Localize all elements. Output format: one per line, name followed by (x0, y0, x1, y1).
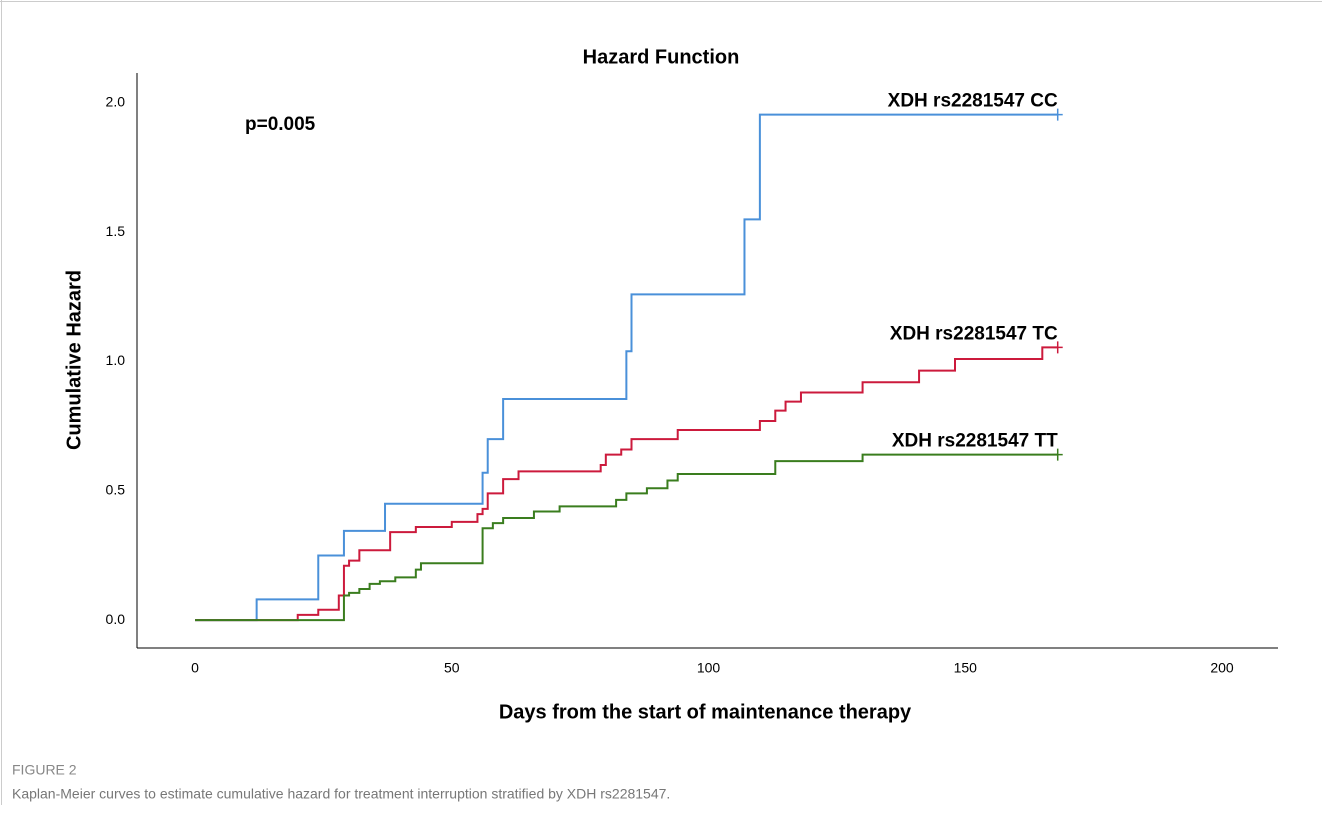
series-label: XDH rs2281547 TT (892, 431, 1058, 452)
y-tick-label: 2.0 (106, 94, 126, 110)
x-axis-label: Days from the start of maintenance thera… (499, 701, 912, 723)
censor-mark (1052, 108, 1063, 121)
x-tick-label: 100 (697, 660, 721, 676)
x-tick-label: 50 (444, 660, 460, 676)
step-line (195, 453, 1058, 622)
p-value: p=0.005 (245, 114, 316, 135)
y-axis-label: Cumulative Hazard (63, 270, 85, 450)
y-tick-label: 0.5 (106, 482, 126, 498)
step-line (195, 346, 1058, 622)
x-tick-label: 150 (954, 660, 978, 676)
y-tick-label: 1.0 (106, 352, 126, 368)
y-tick-label: 1.5 (106, 223, 126, 239)
series-label: XDH rs2281547 TC (890, 323, 1058, 344)
chart-title: Hazard Function (583, 46, 740, 68)
censor-mark (1052, 448, 1063, 461)
y-tick-label: 0.0 (106, 611, 126, 627)
figure-label: FIGURE 2 (12, 762, 77, 778)
caption: Kaplan-Meier curves to estimate cumulati… (12, 786, 670, 802)
censor-mark (1052, 341, 1063, 354)
series-label: XDH rs2281547 CC (888, 91, 1058, 112)
x-tick-label: 200 (1210, 660, 1234, 676)
step-line (195, 113, 1058, 622)
x-tick-label: 0 (191, 660, 199, 676)
